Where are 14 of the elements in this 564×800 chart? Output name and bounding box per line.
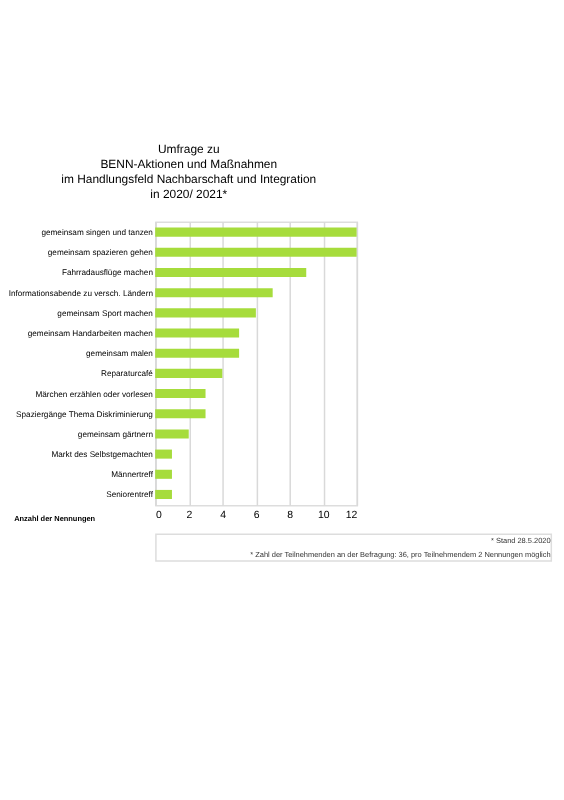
bar [155, 348, 240, 358]
bar [155, 368, 223, 378]
bar [155, 469, 172, 479]
bar [155, 328, 240, 338]
bar [155, 429, 189, 439]
bar [155, 389, 206, 399]
bar [155, 489, 172, 499]
bar [155, 267, 307, 278]
bar [155, 449, 172, 459]
bar [155, 247, 357, 257]
bar [155, 409, 206, 419]
bar [155, 227, 357, 237]
bar [155, 288, 273, 298]
bar [155, 308, 256, 318]
